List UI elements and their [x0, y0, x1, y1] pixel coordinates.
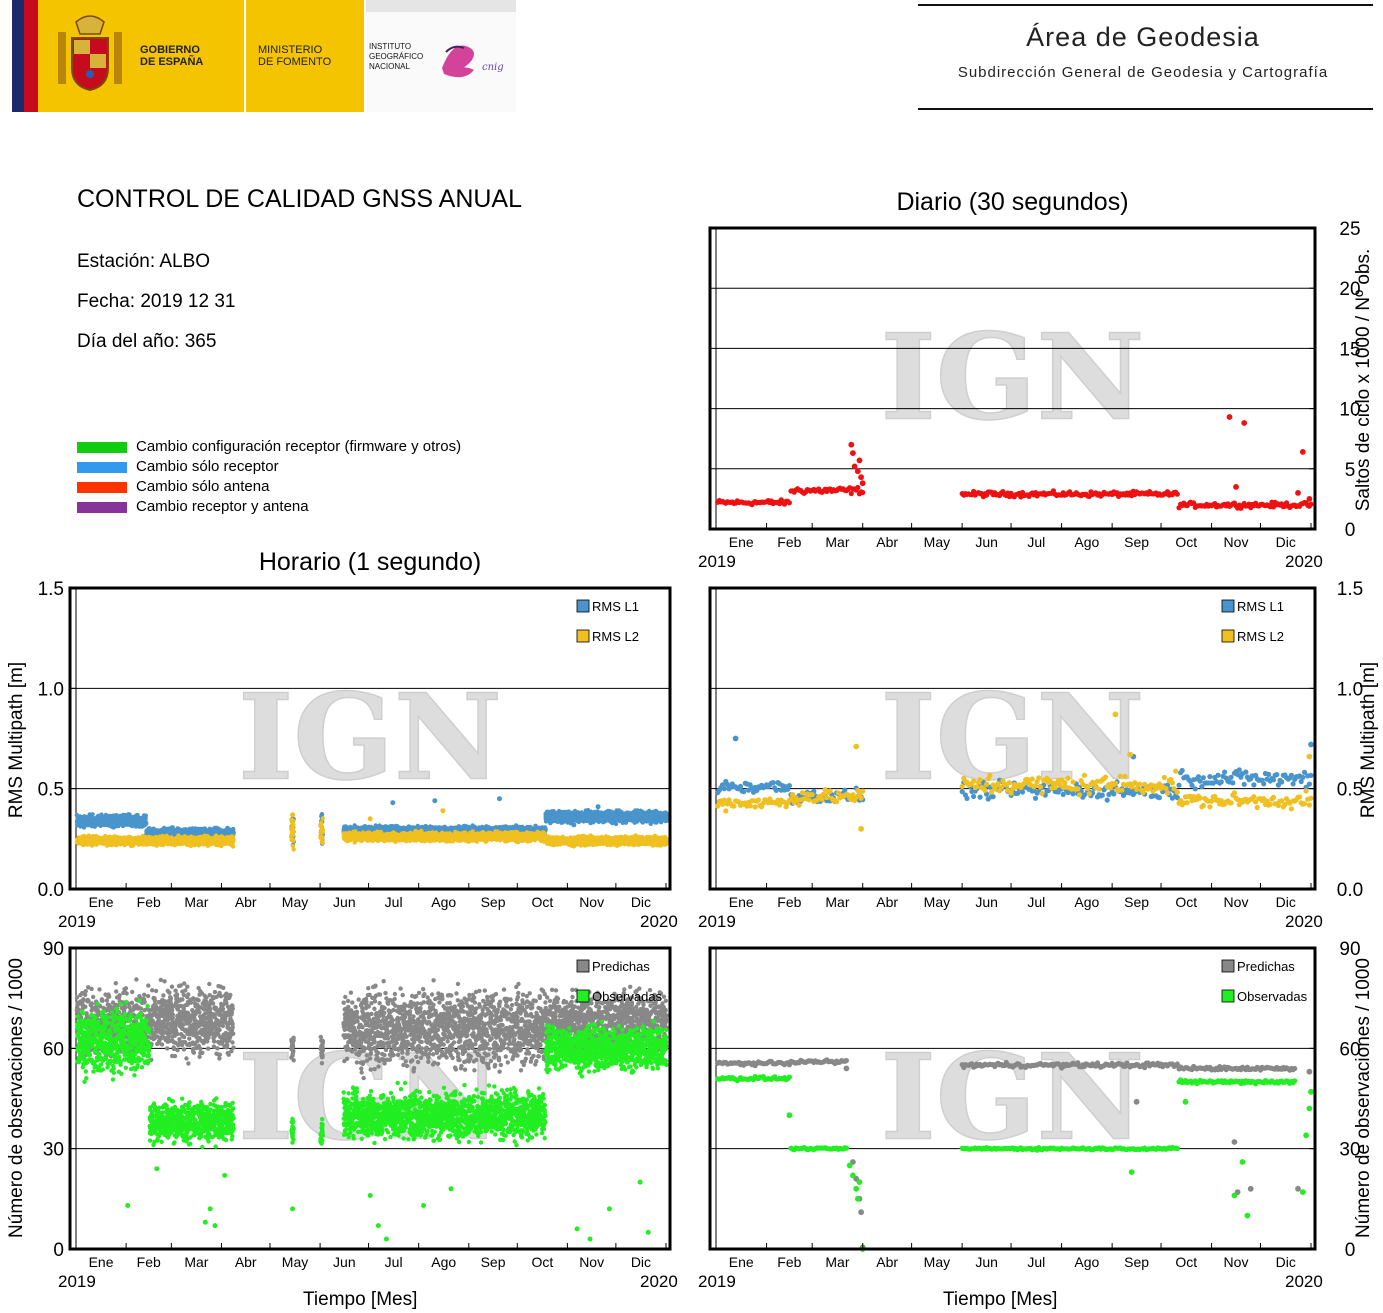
- data-point: [848, 441, 855, 448]
- data-point: [1226, 414, 1233, 420]
- data-point: [1241, 420, 1248, 426]
- y-tick-label: 5: [1345, 460, 1356, 481]
- x-tick-label: Sep: [1124, 534, 1149, 550]
- data-point: [850, 450, 856, 456]
- ign-logo: [366, 0, 516, 112]
- gobierno-label: GOBIERNO DE ESPAÑA: [140, 44, 204, 68]
- legend-label: Cambio configuración receptor (firmware …: [136, 438, 462, 455]
- header-rule-bottom: [918, 108, 1373, 110]
- data-point: [90, 812, 95, 817]
- data-point: [1233, 484, 1239, 490]
- legend-swatch: [77, 442, 127, 453]
- x-tick-label: Feb: [777, 534, 801, 550]
- watermark-text: IGN: [238, 668, 502, 807]
- data-point: [856, 457, 863, 464]
- data-point: [595, 804, 601, 810]
- data-point: [1306, 496, 1313, 502]
- data-point: [1308, 501, 1314, 507]
- doy-label: Día del año: 365: [77, 331, 217, 352]
- data-point: [571, 822, 577, 828]
- cnig-logo-icon: [436, 38, 506, 82]
- area-subtitle: Subdirección General de Geodesia y Carto…: [957, 64, 1329, 81]
- coat-of-arms-icon: [52, 14, 128, 96]
- x-tick-label: Mar: [825, 534, 849, 550]
- legend-swatch: [77, 462, 127, 473]
- daily-title: Diario (30 segundos): [896, 188, 1129, 216]
- data-point: [855, 484, 861, 491]
- data-point: [858, 474, 864, 481]
- ministerio-logo: [246, 0, 364, 112]
- x-tick-label: Dic: [1276, 534, 1296, 550]
- data-point: [432, 798, 438, 804]
- data-point: [142, 814, 147, 820]
- series-red: [715, 414, 1314, 511]
- legend-label: Cambio sólo receptor: [136, 458, 279, 475]
- cnig-label: cnig: [482, 62, 504, 73]
- watermark-text: IGN: [881, 308, 1145, 447]
- data-point: [851, 463, 858, 470]
- report-title: CONTROL DE CALIDAD GNSS ANUAL: [77, 185, 523, 213]
- plot-frame: [708, 226, 1317, 531]
- x-label-right: Tiempo [Mes]: [943, 1289, 1058, 1310]
- data-point: [143, 821, 149, 827]
- data-point: [613, 821, 619, 827]
- y-tick-label: 15: [1339, 339, 1360, 360]
- ministerio-label: MINISTERIO DE FOMENTO: [258, 44, 332, 68]
- header-rule-top: [918, 4, 1373, 6]
- x-tick-label: Abr: [876, 534, 898, 550]
- x-tick-label: Nov: [1224, 534, 1249, 550]
- data-point: [786, 500, 793, 506]
- data-point: [497, 796, 502, 802]
- spain-government-logo: [12, 0, 244, 112]
- legend-swatch: [77, 482, 127, 493]
- data-point: [664, 818, 669, 823]
- y-tick-label: 0: [1345, 520, 1356, 541]
- data-point: [860, 489, 866, 496]
- data-point: [859, 480, 866, 487]
- x-tick-label: Ene: [729, 534, 754, 550]
- legend-swatch: [77, 502, 127, 513]
- data-point: [1295, 490, 1301, 496]
- data-point: [1174, 491, 1180, 497]
- hourly-title: Horario (1 segundo): [258, 548, 482, 576]
- data-point: [854, 468, 861, 475]
- x-end-label: 2020: [1285, 552, 1323, 571]
- data-point: [664, 811, 669, 816]
- data-point: [848, 490, 854, 497]
- instituto-label: INSTITUTO GEOGRÁFICO NACIONAL: [369, 42, 424, 71]
- x-start-label: 2019: [698, 552, 736, 571]
- data-point: [1299, 449, 1306, 455]
- x-tick-label: Ago: [1074, 534, 1099, 550]
- x-tick-label: May: [924, 534, 950, 550]
- area-title: Área de Geodesia: [1026, 22, 1260, 52]
- station-label: Estación: ALBO: [77, 251, 211, 272]
- data-point: [390, 800, 396, 806]
- date-label: Fecha: 2019 12 31: [77, 291, 236, 312]
- x-label-left: Tiempo [Mes]: [303, 1289, 418, 1310]
- chart-cycle_slips_daily: IGN 0 5 10 15 20 25 Ene Feb Mar Abr May Jun Jul Ago Sep…: [698, 219, 1361, 571]
- legend-label: Cambio sólo antena: [136, 478, 270, 495]
- x-tick-label: Jun: [975, 534, 998, 550]
- y-tick-label: 20: [1339, 279, 1360, 300]
- y-tick-label: 10: [1339, 400, 1360, 421]
- y-tick-label: 25: [1339, 219, 1360, 240]
- legend-label: Cambio receptor y antena: [136, 498, 309, 515]
- x-tick-label: Oct: [1175, 534, 1197, 550]
- x-tick-label: Jul: [1027, 534, 1045, 550]
- data-point: [1191, 500, 1197, 506]
- spain-flag-stripe: [24, 0, 38, 112]
